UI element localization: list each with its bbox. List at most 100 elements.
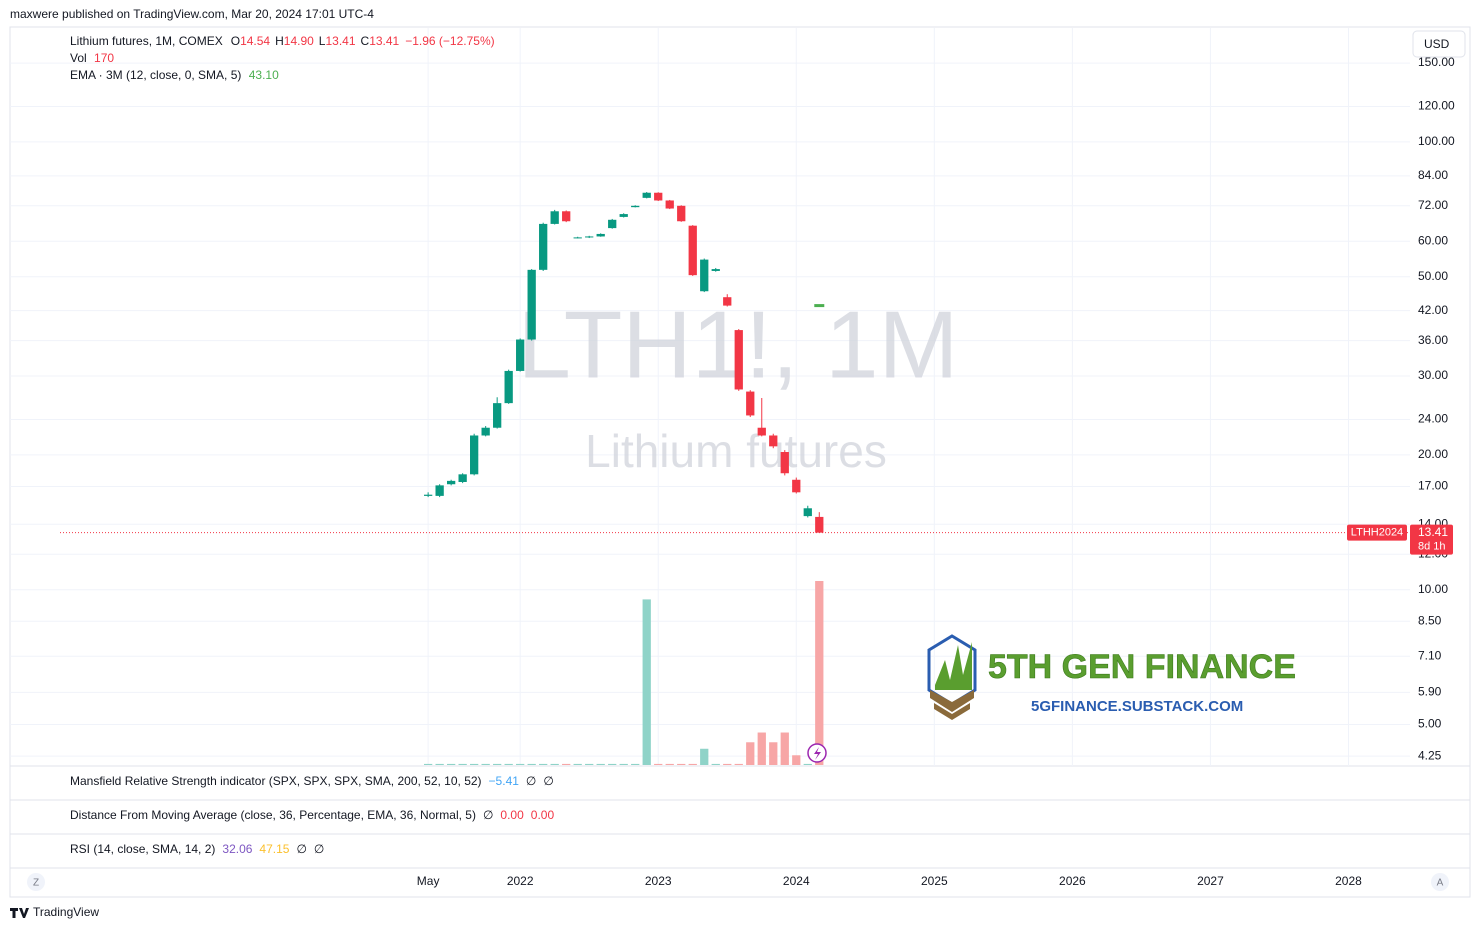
legend-value: 13.41 [325,34,355,48]
candle-body [700,259,709,292]
volume-bar [481,763,490,765]
indicator-value: 32.06 [222,842,252,856]
volume-bar [516,763,525,765]
candle-body [769,435,778,447]
y-tick-label: 5.00 [1418,717,1442,731]
candle-body [447,480,456,485]
candle-body [734,330,743,390]
legend-key: H [275,34,284,48]
zoom-button[interactable] [27,873,45,891]
logo-chevron [930,690,974,712]
legend-value: 14.90 [284,34,314,48]
volume-bar [734,763,743,765]
y-tick-label: 50.00 [1418,269,1448,283]
volume-bar [803,763,812,765]
indicator-value: ∅ [314,842,324,856]
indicator-legend: Mansfield Relative Strength indicator (S… [70,774,554,788]
indicator-value: 0.00 [531,808,555,822]
y-tick-label: 24.00 [1418,412,1448,426]
candle-body [815,516,824,533]
indicator-name: RSI (14, close, SMA, 14, 2) [70,842,215,856]
candle-body [665,200,674,209]
grid [10,28,1410,766]
indicator-legend: RSI (14, close, SMA, 14, 2) 32.06 47.15 ∅ ∅ [70,842,324,856]
legend-key: C [361,34,370,48]
brand-name: TradingView [33,905,99,919]
indicator-value: ∅ [526,774,536,788]
volume-bar [562,763,571,765]
y-tick-label: 84.00 [1418,168,1448,182]
candle-body [631,205,640,208]
volume-bar [654,763,663,765]
currency-button[interactable] [1412,30,1466,58]
auto-button[interactable] [1431,873,1449,891]
y-tick-label: 30.00 [1418,368,1448,382]
volume-bar [769,742,778,765]
candle-body [757,427,766,436]
candle-body [677,205,686,222]
y-tick-label: 7.10 [1418,648,1442,662]
volume-bar [458,763,467,765]
publish-header: maxwere published on TradingView.com, Ma… [10,7,374,21]
y-tick-label: 5.90 [1418,684,1442,698]
volume-bar [780,732,789,765]
candle-body [596,233,605,237]
indicator-value: ∅ [543,774,553,788]
volume-bar [470,763,479,765]
marks: 4.255.005.907.108.5010.0012.0014.0017.00… [60,55,1455,888]
volume-bar [423,763,433,765]
candle-body [688,225,697,276]
candle-body [642,192,651,198]
volume-bar [642,599,651,765]
indicator-value: ∅ [296,842,306,856]
volume-bar [723,763,732,765]
candle-body [619,214,628,217]
legend-value: 14.54 [240,34,270,48]
indicator-value: ∅ [483,808,493,822]
legend-value: 13.41 [369,34,399,48]
symbol-tag [1347,524,1407,541]
watermark-name: Lithium futures [585,425,887,477]
candle-body [723,297,732,306]
candle-body [654,192,663,201]
x-tick-label: 2026 [1059,874,1086,888]
indicator-name: Distance From Moving Average (close, 36,… [70,808,476,822]
candle-body [550,211,559,224]
legend-ema: EMA · 3M (12, close, 0, SMA, 5) 43.10 [70,68,279,82]
x-tick-label: May [417,874,440,888]
volume-bar [596,763,605,765]
indicator-value: 47.15 [259,842,289,856]
x-tick-label: 2028 [1335,874,1362,888]
y-tick-label: 100.00 [1418,134,1455,148]
indicator-legend: Distance From Moving Average (close, 36,… [70,808,554,822]
x-tick-label: 2025 [921,874,948,888]
logo-bars [935,642,972,690]
currency-label: USD [1424,37,1450,51]
indicator-value: 0.00 [500,808,524,822]
legend-symbol: Lithium futures, 1M, COMEX [70,34,223,48]
legend-ema-value: 43.10 [249,68,279,82]
countdown-label: 8d 1h [1418,541,1446,553]
candle-body [780,452,789,474]
volume-bar [688,763,697,765]
x-tick-label: 2027 [1197,874,1224,888]
volume-bar [792,755,801,765]
legend-key: L [319,34,326,48]
candle-body [458,474,467,482]
candle-body [585,236,594,238]
auto-label: A [1437,878,1444,889]
volume-bar [757,732,766,765]
volume-bar [711,763,720,765]
volume-bar [665,763,674,765]
logo: 5TH GEN FINANCE 5GFINANCE.SUBSTACK.COM [927,634,1296,720]
y-tick-label: 17.00 [1418,479,1448,493]
y-tick-label: 10.00 [1418,582,1448,596]
volume-bar [815,581,824,765]
volume-bar [619,763,628,765]
legend-volume: Vol 170 [70,51,114,65]
event-bolt [814,747,821,760]
logo-url: 5GFINANCE.SUBSTACK.COM [1031,698,1243,715]
x-tick-label: 2024 [783,874,810,888]
volume-bar [527,763,536,765]
